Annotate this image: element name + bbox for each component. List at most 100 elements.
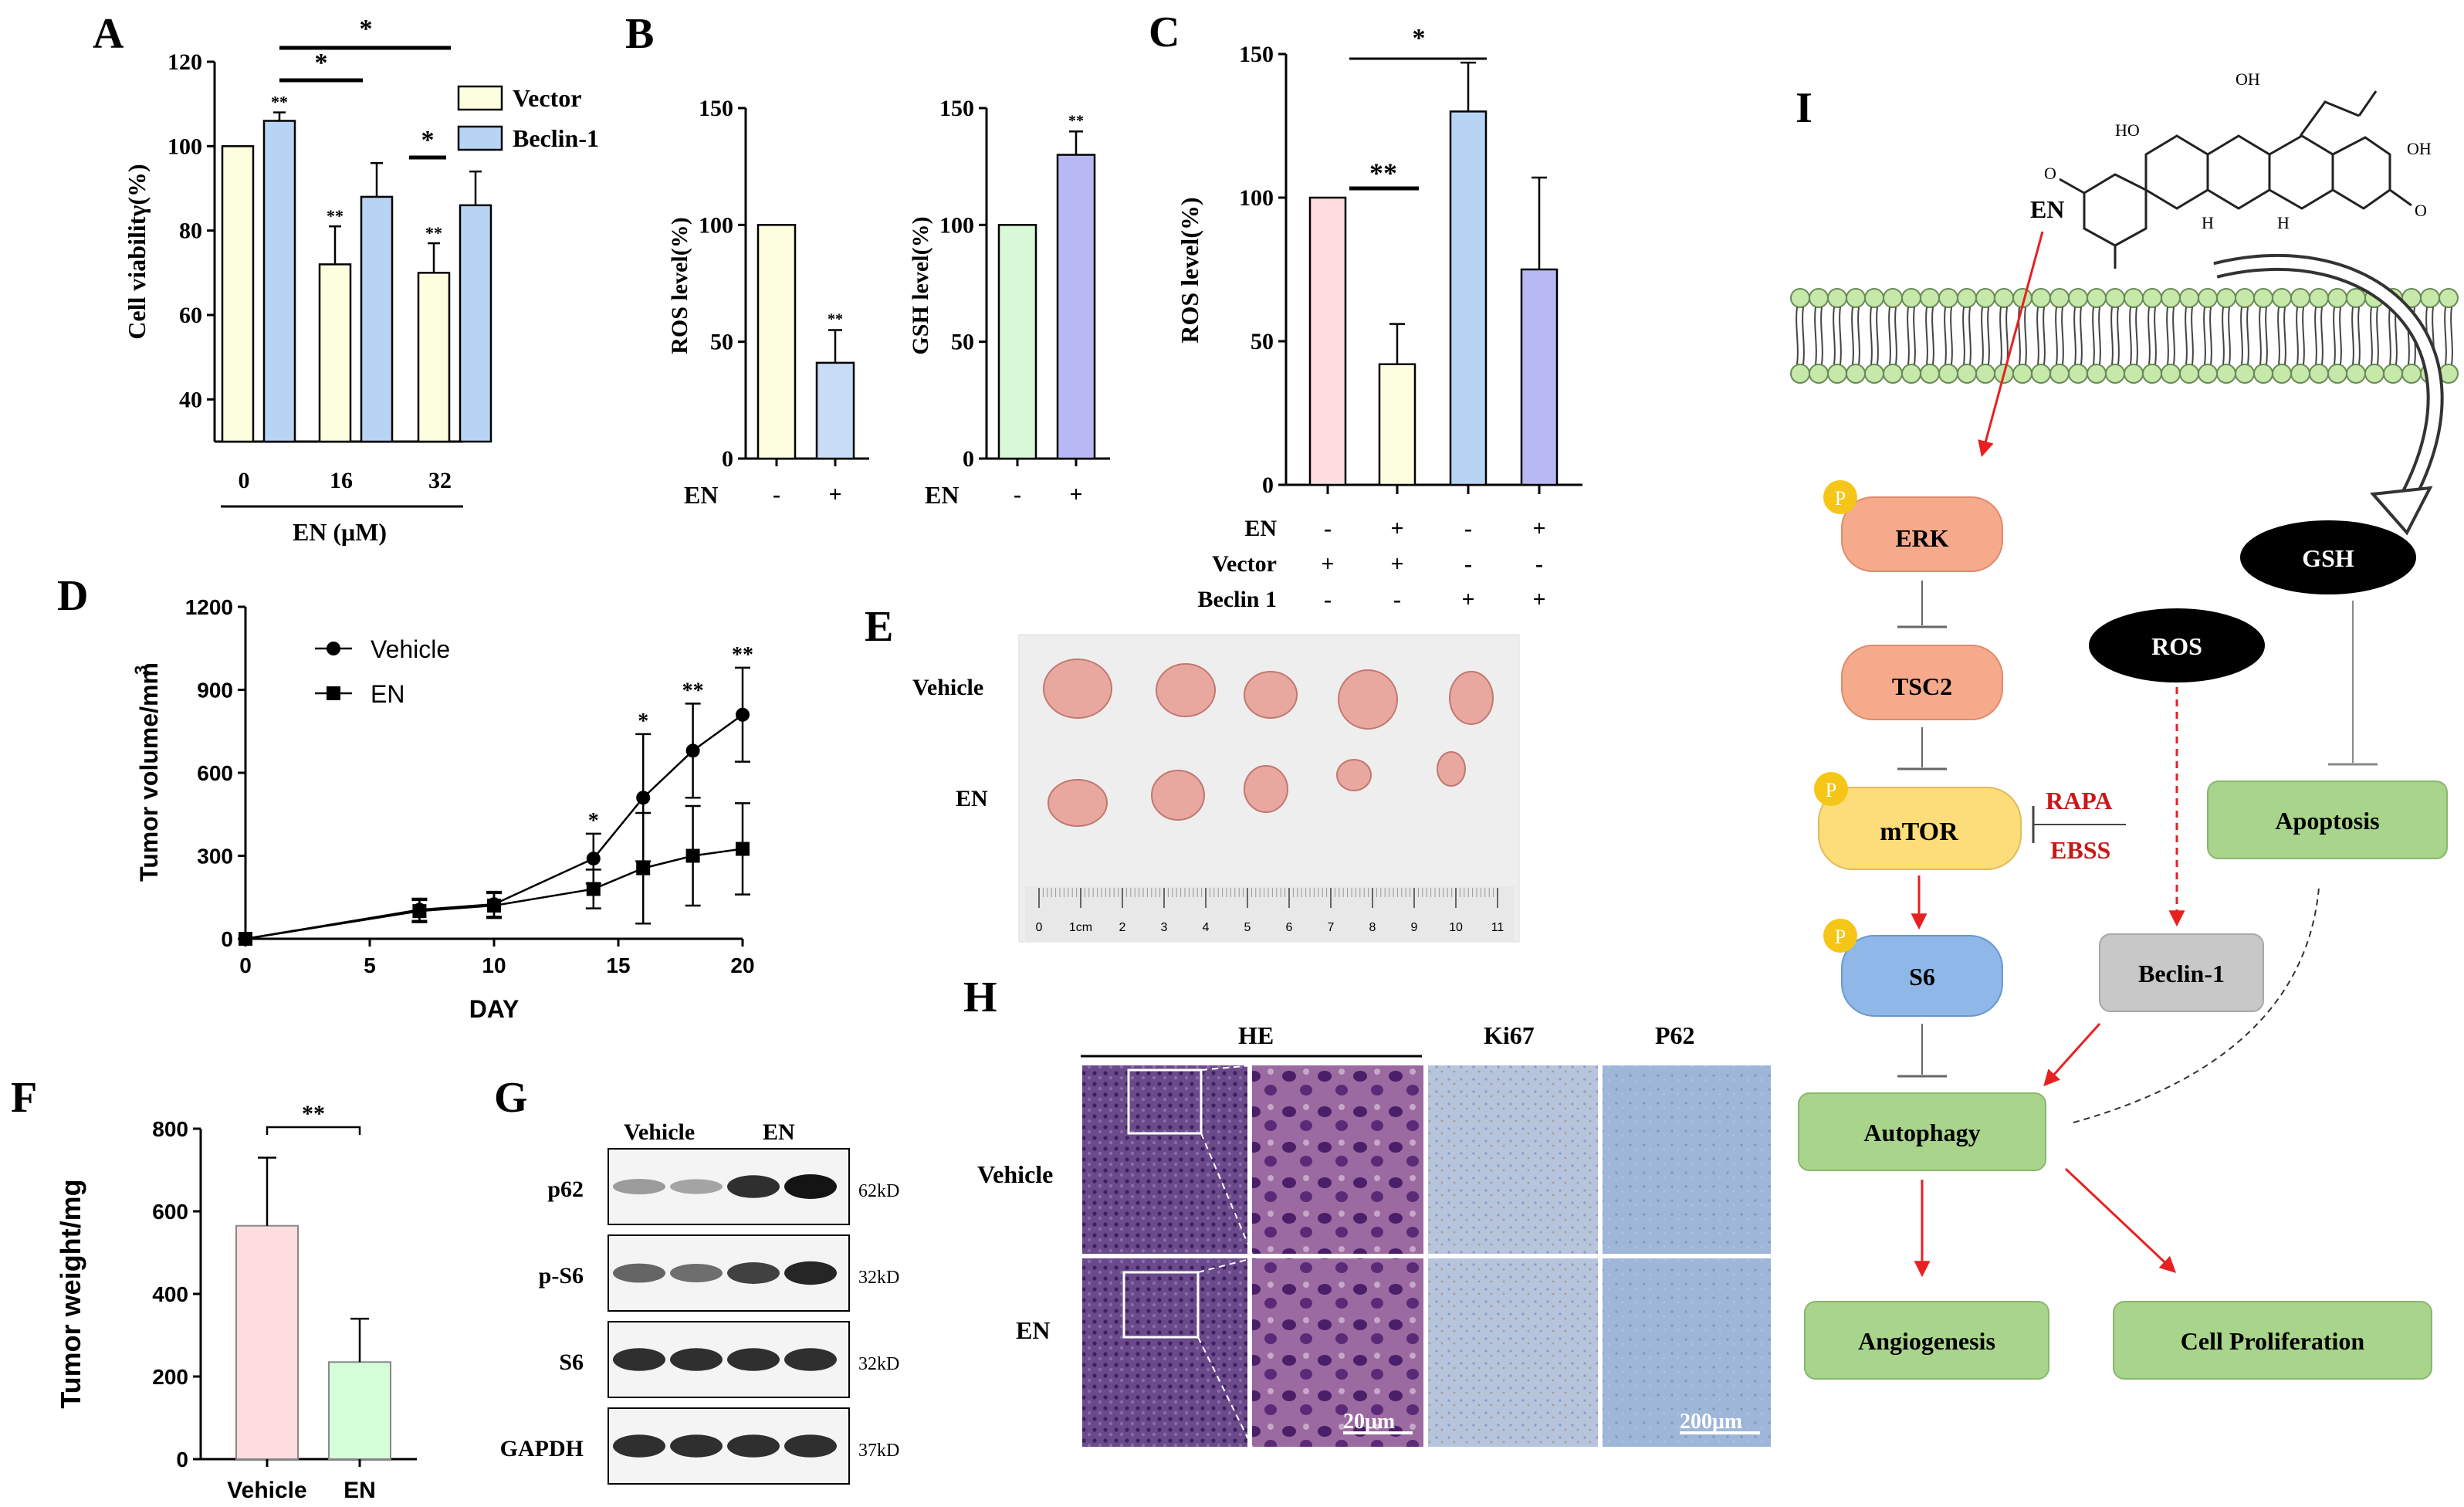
node-apoptosis-label: Apoptosis [2275, 807, 2379, 835]
lipid-head [2068, 288, 2088, 308]
lipid-head [2272, 364, 2292, 384]
blot-protein-label: GAPDH [500, 1436, 584, 1461]
lipid-head [1957, 364, 1977, 384]
node-beclin-label: Beclin-1 [2138, 960, 2225, 987]
d-point-en [636, 861, 651, 875]
a-sig-mark: * [421, 126, 435, 154]
node-s6-label: S6 [1909, 963, 1935, 991]
c-y-label: ROS level(%) [1176, 197, 1203, 343]
phospho-mtor-label: P [1826, 779, 1836, 801]
a-x-tick-label: 16 [330, 468, 353, 493]
f-x-tick-label: Vehicle [227, 1478, 306, 1503]
tumor [1336, 759, 1372, 791]
c-bar [1308, 196, 1347, 486]
chart-b-ros: 0 50 100 150 ROS level(%) - ** + EN [667, 96, 869, 509]
lipid-head [1827, 288, 1847, 308]
a-x-tick-label: 0 [239, 468, 250, 493]
f-x-tick-label: EN [344, 1478, 376, 1503]
row-label-vehicle: Vehicle [912, 675, 983, 700]
b-ros-y-tick-label: 0 [722, 446, 733, 472]
d-x-tick-label: 10 [482, 953, 506, 977]
a-bar-beclin-1 [459, 204, 492, 443]
b-gsh-bar [1056, 154, 1096, 460]
d-legend-marker [327, 686, 340, 700]
zoom-line [1197, 1258, 1253, 1273]
ruler-tick-label: 7 [1328, 921, 1335, 934]
lipid-head [2198, 288, 2218, 308]
b-ros-y-tick-label: 150 [699, 96, 733, 121]
tumor [1151, 770, 1205, 821]
node-mtor [1818, 787, 2022, 870]
lipid-head [1790, 288, 1810, 308]
tumor [1156, 663, 1216, 717]
lipid-tail [2265, 306, 2268, 365]
lipid-tail [1876, 306, 1879, 365]
blot-size-label: 32kD [858, 1354, 899, 1374]
lipid-head [2049, 288, 2070, 308]
lipid-tail [1894, 306, 1897, 365]
lipid-tail [2018, 306, 2021, 365]
lipid-head [1864, 288, 1884, 308]
panel-label-b: B [625, 10, 654, 58]
lipid-head [2031, 364, 2051, 384]
blot-band [784, 1174, 837, 1199]
struct-oh-1: OH [2236, 69, 2260, 89]
lipid-tail [1962, 306, 1965, 365]
he-low-vehicle [1082, 1065, 1247, 1254]
struct-o-1: O [2044, 164, 2056, 183]
lipid-head [1846, 288, 1866, 308]
a-bar-vector [318, 263, 352, 443]
panel-e-photo: 0 1cm 2 3 4 5 6 7 8 9 10 11 Vehicle EN [912, 634, 1520, 943]
c-row-mark: - [1464, 551, 1472, 577]
lipid-head [2290, 288, 2310, 308]
panel-label-i: I [1796, 84, 1812, 132]
a-legend-label: Beclin-1 [513, 124, 599, 152]
lipid-head [2105, 288, 2125, 308]
lipid-head [1920, 364, 1940, 384]
struct-h-2: H [2277, 213, 2290, 232]
panel-label-d: D [57, 572, 88, 620]
a-x-label: EN (μM) [293, 518, 387, 546]
node-ros-label: ROS [2151, 632, 2202, 660]
panel-i-pathway: O O HO OH OH H H EN ERK P TSC2 mTOR P [1790, 69, 2459, 1380]
lipid-tail [1950, 306, 1953, 365]
lipid-head [2087, 364, 2107, 384]
lipid-tail [2277, 306, 2280, 365]
lipid-tail [1888, 306, 1891, 365]
a-sig-mark: * [360, 15, 373, 43]
a-y-tick-label: 40 [179, 387, 202, 412]
b-ros-significance-mark: ** [828, 311, 843, 328]
ruler-tick-label: 2 [1119, 921, 1126, 934]
lipid-tail [2357, 306, 2361, 365]
p62-vehicle [1603, 1065, 1771, 1254]
he-zoom-en [1252, 1258, 1423, 1447]
blot-band [727, 1175, 780, 1198]
d-y-tick-label: 900 [197, 679, 233, 703]
a-bar-beclin-1 [262, 120, 296, 443]
b-gsh-y-tick-label: 100 [939, 212, 974, 238]
a-significance-mark: ** [327, 206, 344, 225]
lipid-tail [2450, 306, 2453, 365]
c-row-mark: + [1390, 516, 1403, 541]
node-apoptosis [2207, 781, 2448, 859]
d-legend-marker [327, 642, 340, 655]
blot-band [784, 1348, 837, 1371]
c-row-mark: - [1535, 551, 1543, 577]
node-angiogenesis-label: Angiogenesis [1858, 1327, 1995, 1355]
lipid-tail [1870, 306, 1873, 365]
b-gsh-y-tick-label: 50 [951, 330, 974, 355]
node-proliferation-label: Cell Proliferation [2181, 1327, 2365, 1355]
lipid-head [2142, 288, 2162, 308]
he-zoom-vehicle [1252, 1065, 1423, 1254]
lipid-tail [2024, 306, 2027, 365]
d-point-en [685, 848, 700, 863]
curved-arrow-head [2369, 486, 2433, 536]
lipid-head [1864, 364, 1884, 384]
lipid-head [1901, 288, 1921, 308]
node-s6 [1841, 935, 2003, 1017]
b-gsh-row-label: EN [925, 481, 959, 509]
ruler-tick-label: 10 [1449, 921, 1463, 934]
rapa-label: RAPA [2046, 787, 2113, 814]
ruler-tick-label: 3 [1161, 921, 1168, 934]
